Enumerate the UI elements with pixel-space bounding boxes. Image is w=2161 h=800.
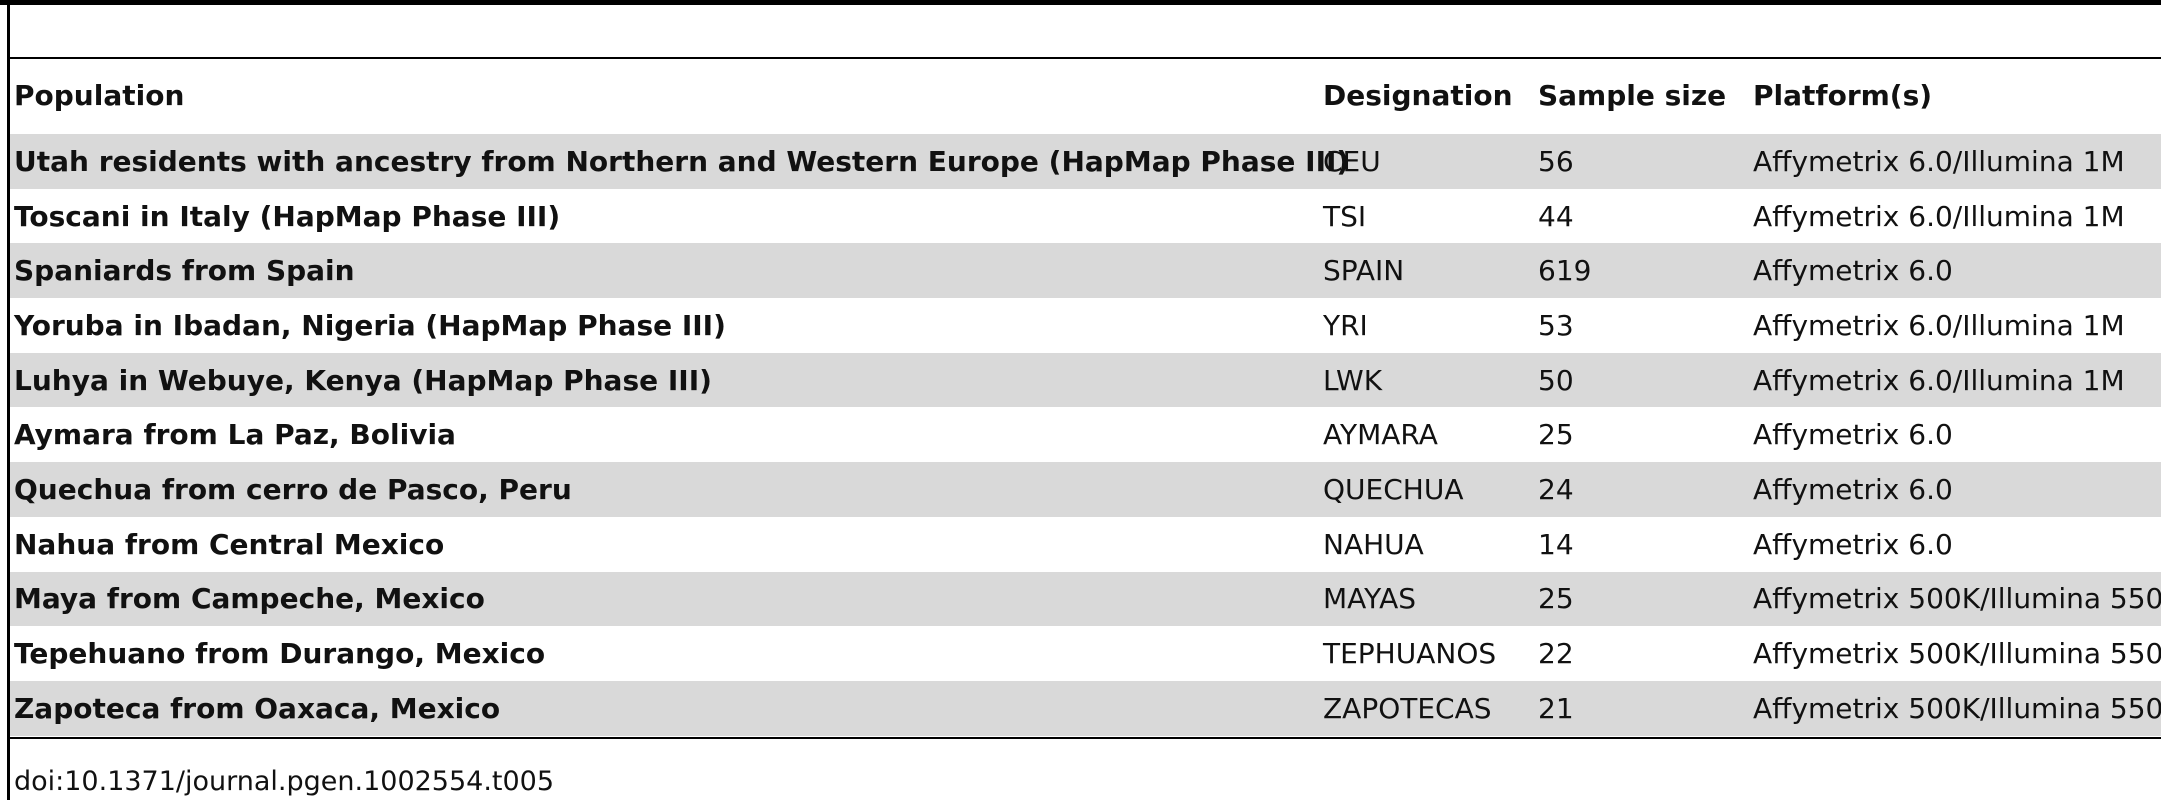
- table-cell: Affymetrix 6.0/Illumina 1M: [1753, 144, 2125, 178]
- table-cell: 14: [1538, 527, 1574, 561]
- table-cell: 25: [1538, 582, 1574, 616]
- table-cell: Affymetrix 500K/Illumina 550K: [1753, 582, 2161, 616]
- table-cell: Aymara from La Paz, Bolivia: [14, 418, 456, 452]
- bottom-rule: [10, 737, 2161, 739]
- table-row: Maya from Campeche, Mexico MAYAS 25 Affymet…: [10, 571, 2161, 627]
- table-cell: 44: [1538, 199, 1574, 233]
- table-cell: Sample size: [1538, 78, 1727, 112]
- table-cell: Affymetrix 6.0: [1753, 527, 1953, 561]
- table-cell: TSI: [1323, 199, 1367, 233]
- table-cell: Platform(s): [1753, 78, 1933, 112]
- table-cell: Affymetrix 500K/Illumina 550K: [1753, 691, 2161, 725]
- table-row: Tepehuano from Durango, Mexico TEPHUANOS 2…: [10, 626, 2161, 681]
- table-cell: Utah residents with ancestry from Northe…: [14, 144, 1350, 178]
- table-row: Yoruba in Ibadan, Nigeria (HapMap Phase …: [10, 298, 2161, 353]
- table-cell: Nahua from Central Mexico: [14, 527, 445, 561]
- table-cell: MAYAS: [1323, 582, 1416, 616]
- table-cell: Quechua from cerro de Pasco, Peru: [14, 473, 572, 507]
- table-cell: TEPHUANOS: [1323, 637, 1497, 671]
- table-cell: Spaniards from Spain: [14, 254, 355, 288]
- table-cell: Luhya in Webuye, Kenya (HapMap Phase III…: [14, 363, 712, 397]
- table-cell: Affymetrix 6.0/Illumina 1M: [1753, 308, 2125, 342]
- table-cell: Affymetrix 6.0: [1753, 418, 1953, 452]
- table-cell: CEU: [1323, 144, 1381, 178]
- table-cell: NAHUA: [1323, 527, 1424, 561]
- header-rule: [10, 57, 2161, 59]
- table-cell: 22: [1538, 637, 1574, 671]
- table-row: Aymara from La Paz, Bolivia AYMARA 25 Affym…: [10, 408, 2161, 463]
- table-row: Spaniards from Spain SPAIN 619 Affymetrix 6…: [10, 243, 2161, 299]
- table-cell: ZAPOTECAS: [1323, 691, 1492, 725]
- table-cell: Maya from Campeche, Mexico: [14, 582, 485, 616]
- table-row: Utah residents with ancestry from Northe…: [10, 134, 2161, 189]
- table-cell: 21: [1538, 691, 1574, 725]
- table-cell: YRI: [1323, 308, 1368, 342]
- table-cell: Affymetrix 500K/Illumina 550K: [1753, 637, 2161, 671]
- table-cell: QUECHUA: [1323, 473, 1464, 507]
- table-cell: 25: [1538, 418, 1574, 452]
- table-row: Toscani in Italy (HapMap Phase III) TSI 44…: [10, 189, 2161, 244]
- header-row: Population Designation Sample size Platform…: [10, 68, 2161, 123]
- table-cell: LWK: [1323, 363, 1383, 397]
- left-rule: [7, 0, 10, 800]
- table-cell: SPAIN: [1323, 254, 1405, 288]
- table-row: Nahua from Central Mexico NAHUA 14 Affymetr…: [10, 517, 2161, 572]
- table-cell: 24: [1538, 473, 1574, 507]
- table-cell: 619: [1538, 254, 1592, 288]
- table-cell: Tepehuano from Durango, Mexico: [14, 637, 546, 671]
- table-cell: Affymetrix 6.0: [1753, 254, 1953, 288]
- top-rule: [0, 0, 2161, 5]
- table-cell: 50: [1538, 363, 1574, 397]
- table-cell: Population: [14, 78, 185, 112]
- table-row: Quechua from cerro de Pasco, Peru QUECHUA…: [10, 462, 2161, 517]
- table-cell: Designation: [1323, 78, 1513, 112]
- table-cell: Toscani in Italy (HapMap Phase III): [14, 199, 561, 233]
- table-row: Luhya in Webuye, Kenya (HapMap Phase III…: [10, 352, 2161, 408]
- table-cell: 56: [1538, 144, 1574, 178]
- doi: doi:10.1371/journal.pgen.1002554.t005: [14, 766, 555, 797]
- table-cell: Zapoteca from Oaxaca, Mexico: [14, 691, 501, 725]
- table-cell: Yoruba in Ibadan, Nigeria (HapMap Phase …: [14, 308, 726, 342]
- table-cell: AYMARA: [1323, 418, 1438, 452]
- table-cell: Affymetrix 6.0/Illumina 1M: [1753, 363, 2125, 397]
- table-cell: Affymetrix 6.0: [1753, 473, 1953, 507]
- table-row: Zapoteca from Oaxaca, Mexico ZAPOTECAS 21 A…: [10, 681, 2161, 736]
- table-cell: Affymetrix 6.0/Illumina 1M: [1753, 199, 2125, 233]
- table-cell: 53: [1538, 308, 1574, 342]
